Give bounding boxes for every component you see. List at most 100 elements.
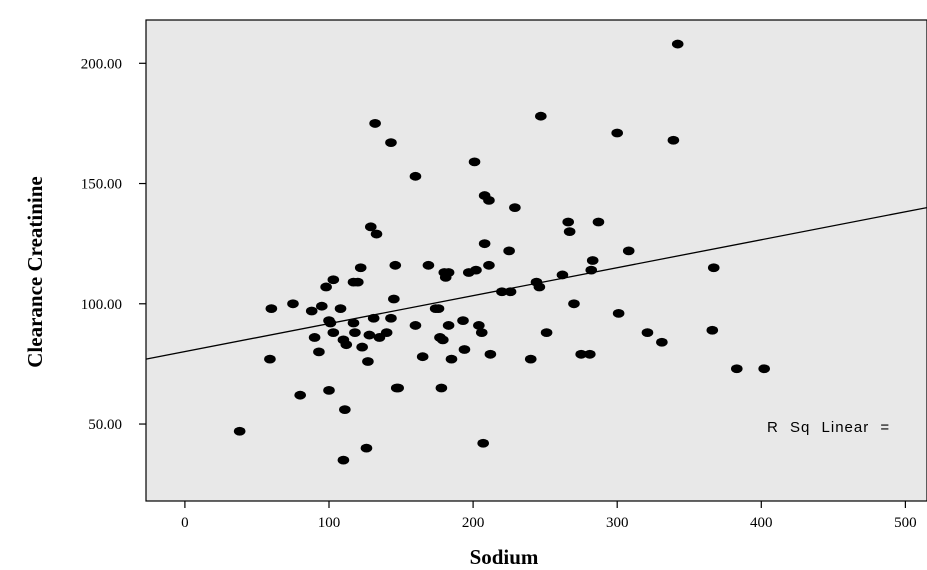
data-point: [656, 337, 668, 347]
data-point: [470, 265, 482, 275]
data-point: [667, 135, 680, 145]
data-point: [592, 217, 605, 227]
axis-ticks: 0 100 200 300 400 500 50.00 100.00 150.00 200.00: [81, 56, 917, 531]
data-point: [477, 438, 489, 448]
data-point: [641, 328, 654, 338]
data-point: [484, 349, 497, 359]
data-point: [509, 203, 521, 212]
data-point: [622, 246, 635, 256]
data-point: [294, 390, 306, 400]
data-point: [556, 270, 569, 280]
data-point: [563, 227, 576, 237]
data-point: [327, 275, 340, 285]
data-point: [313, 347, 325, 357]
data-point: [389, 260, 402, 270]
data-point: [339, 405, 351, 415]
data-point: [706, 325, 719, 335]
data-point: [562, 217, 575, 227]
data-point: [533, 282, 546, 292]
data-point: [503, 246, 515, 256]
data-point: [347, 318, 360, 328]
data-point: [370, 229, 383, 239]
data-point: [612, 309, 625, 318]
data-point: [475, 328, 488, 338]
y-tick-label: 150.00: [81, 177, 122, 193]
x-tick-label: 400: [750, 515, 773, 531]
data-point: [264, 354, 276, 364]
data-point: [364, 222, 377, 232]
data-point: [352, 277, 364, 287]
data-point: [611, 128, 623, 138]
data-point: [457, 316, 469, 326]
data-point: [324, 318, 337, 328]
data-point: [586, 256, 599, 265]
data-point: [575, 349, 587, 359]
data-point: [535, 111, 547, 121]
data-point: [369, 119, 381, 128]
data-point: [363, 330, 376, 340]
data-point: [409, 321, 422, 330]
data-point: [320, 282, 332, 292]
data-point: [483, 195, 495, 205]
data-point: [340, 340, 353, 350]
data-point: [442, 268, 455, 277]
data-point: [437, 335, 449, 345]
data-point: [758, 364, 770, 374]
data-point: [265, 304, 278, 313]
data-point: [504, 287, 517, 297]
data-point: [327, 328, 340, 338]
data-point: [360, 443, 373, 453]
data-point: [468, 157, 481, 167]
data-point: [305, 306, 318, 316]
x-tick-label: 0: [181, 515, 189, 531]
data-point: [496, 287, 508, 297]
data-point: [388, 294, 400, 304]
data-point: [323, 385, 335, 395]
data-point: [584, 349, 596, 359]
data-point: [568, 299, 580, 309]
data-point: [730, 364, 743, 374]
x-tick-label: 500: [894, 515, 917, 531]
y-tick-label: 200.00: [81, 56, 122, 72]
data-point: [416, 352, 429, 362]
data-point: [483, 260, 495, 270]
x-tick-label: 100: [318, 515, 341, 531]
data-point: [671, 39, 684, 49]
data-point: [445, 354, 458, 364]
data-point: [380, 328, 393, 338]
y-axis-title: Clearance Creatinine: [23, 176, 47, 367]
data-point: [540, 328, 553, 338]
x-tick-label: 200: [462, 515, 485, 531]
data-point: [524, 354, 537, 364]
plot-area: [145, 19, 927, 502]
y-tick-label: 100.00: [81, 297, 122, 313]
data-point: [458, 345, 471, 354]
data-point: [362, 357, 374, 366]
data-point: [435, 383, 448, 393]
data-point: [308, 333, 321, 342]
data-point: [432, 304, 445, 313]
data-point: [707, 263, 720, 273]
data-point: [385, 313, 397, 323]
data-point: [585, 265, 598, 275]
data-point: [422, 260, 435, 270]
data-point: [442, 321, 455, 330]
data-point: [315, 301, 328, 311]
data-point: [337, 455, 350, 465]
data-point: [478, 239, 491, 249]
data-point: [392, 383, 404, 393]
x-axis-title: Sodium: [470, 545, 539, 569]
data-point: [367, 313, 380, 323]
data-point: [385, 138, 397, 148]
y-tick-label: 50.00: [88, 417, 122, 433]
data-point: [354, 263, 367, 273]
r-squared-annotation: R Sq Linear =: [767, 419, 890, 436]
data-point: [356, 342, 368, 352]
data-point: [233, 426, 246, 436]
data-points: [233, 39, 770, 465]
data-point: [334, 304, 347, 313]
data-point: [409, 171, 422, 181]
data-point: [473, 321, 485, 330]
data-point: [287, 299, 299, 309]
